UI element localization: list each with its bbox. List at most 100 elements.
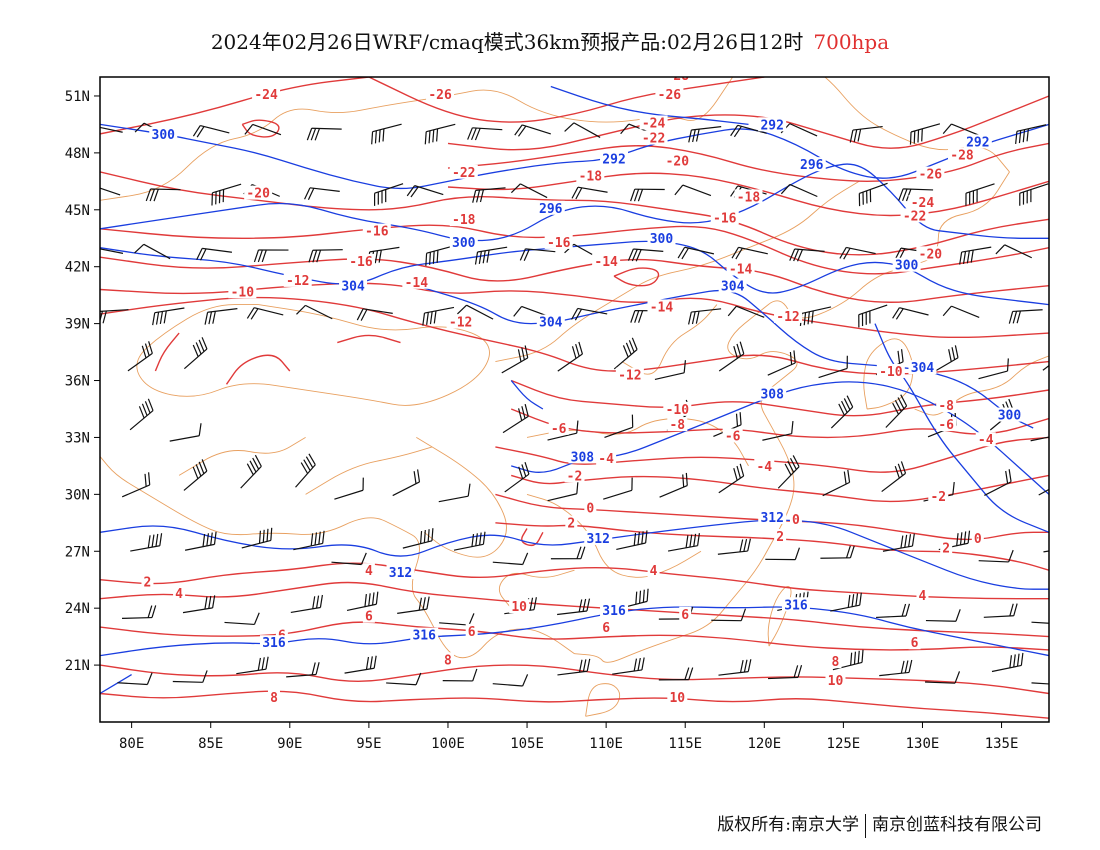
temperature-label: -12 [286, 274, 309, 289]
wind-barb [571, 307, 608, 321]
wind-barb [346, 591, 379, 612]
wind-barb [183, 337, 208, 370]
wind-barb [439, 613, 475, 626]
wind-barb [492, 552, 529, 566]
wind-barb [290, 594, 323, 614]
wind-barb [246, 307, 284, 320]
temp-label-bg [173, 585, 186, 600]
wind-barb [616, 530, 648, 551]
height-label-bg [758, 510, 787, 525]
temp-label-bg [667, 417, 688, 432]
wind-barb [965, 183, 995, 206]
temp-label-bg [647, 299, 676, 314]
wind-barb [557, 598, 591, 616]
coastline-segment [585, 683, 621, 717]
temp-label-bg [900, 208, 929, 223]
height-label: 292 [966, 135, 989, 150]
temperature-label: -24 [254, 88, 278, 103]
temp-label-bg [441, 652, 454, 667]
lon-tick-label: 100E [431, 736, 465, 752]
temperature-label: -10 [879, 365, 903, 380]
copyright-notice: 版权所有:南京大学 南京创蓝科技有限公司 [717, 810, 1042, 838]
temp-label-bg [663, 401, 692, 416]
temperature-isotherm [100, 690, 1049, 719]
temp-label-bg [908, 195, 937, 210]
wind-barb [659, 472, 688, 498]
wind-barb [236, 656, 269, 675]
temp-label-bg [825, 673, 846, 688]
wind-barb [677, 246, 715, 260]
temperature-label: 6 [911, 636, 919, 651]
height-label-bg [718, 278, 747, 293]
wind-barb [730, 124, 767, 138]
wind-barb [184, 531, 217, 551]
wind-barb [879, 659, 913, 677]
wind-barb [789, 248, 825, 262]
height-label-bg [892, 257, 921, 272]
wind-barb [942, 123, 980, 136]
height-label-bg [449, 234, 478, 249]
temperature-isotherm [613, 267, 660, 287]
wind-barb [613, 337, 638, 370]
temp-label-bg [940, 540, 953, 555]
coastline-segment [178, 437, 306, 476]
height-label: 316 [412, 629, 436, 644]
wind-barb [331, 552, 367, 566]
temp-label-bg [928, 489, 949, 504]
height-label: 300 [895, 259, 919, 274]
height-label: 300 [998, 409, 1022, 424]
temp-label-bg [509, 599, 530, 614]
wind-barb [959, 246, 992, 265]
wind-barb [995, 244, 1033, 259]
temp-label-bg [908, 635, 921, 650]
temperature-labels: -24 -26-28-26-24-22-20-18-22-20-18-16-16-… [141, 77, 996, 706]
temp-label-bg [362, 563, 375, 578]
height-label-bg [963, 134, 992, 149]
wind-barb [424, 123, 456, 145]
wind-barb [192, 124, 230, 138]
temperature-label: 0 [792, 513, 800, 528]
wind-barb [547, 420, 579, 441]
wind-barb [182, 595, 216, 614]
height-label: 304 [721, 280, 745, 295]
wind-barb [557, 341, 584, 372]
wind-barb [241, 527, 273, 549]
height-label: 300 [650, 232, 674, 247]
wind-barb [858, 304, 888, 328]
wind-barb [571, 186, 608, 200]
wind-barb [765, 547, 800, 561]
temperature-label: -24 [642, 116, 666, 131]
wind-barb [152, 307, 185, 326]
wind-barb [767, 350, 796, 376]
temperature-label: -28 [950, 149, 974, 164]
temp-label-bg [346, 253, 375, 268]
temp-label-bg [465, 623, 478, 638]
temperature-label: -20 [919, 247, 943, 262]
wind-barb [501, 345, 529, 374]
temp-label-bg [615, 367, 644, 382]
lat-tick-label: 45N [65, 203, 90, 219]
temperature-label: -18 [579, 170, 603, 185]
latitude-axis: 21N 24N 27N 30N 33N 36N 39N 42N 45N 48N 51N [65, 89, 100, 674]
wind-barb [172, 670, 208, 683]
wind-barb [519, 248, 556, 261]
wind-barb [100, 248, 124, 254]
height-label-bg [781, 597, 810, 612]
coastline-segment [863, 338, 914, 410]
wind-barb [688, 126, 722, 143]
lon-tick-label: 105E [510, 736, 544, 752]
wind-barb [308, 249, 343, 263]
temperature-label: 6 [681, 608, 689, 623]
wind-barb [777, 455, 800, 489]
height-label: 304 [539, 316, 563, 331]
wind-barb [1038, 488, 1049, 496]
temperature-label: -6 [938, 418, 954, 433]
temp-label-bg [916, 166, 945, 181]
wind-barb [386, 672, 422, 686]
height-label: 300 [452, 236, 476, 251]
wind-barb [438, 483, 471, 503]
height-isoline [550, 85, 749, 126]
temp-label-bg [710, 210, 739, 225]
wind-barb [688, 308, 722, 325]
wind-barb [356, 308, 393, 321]
